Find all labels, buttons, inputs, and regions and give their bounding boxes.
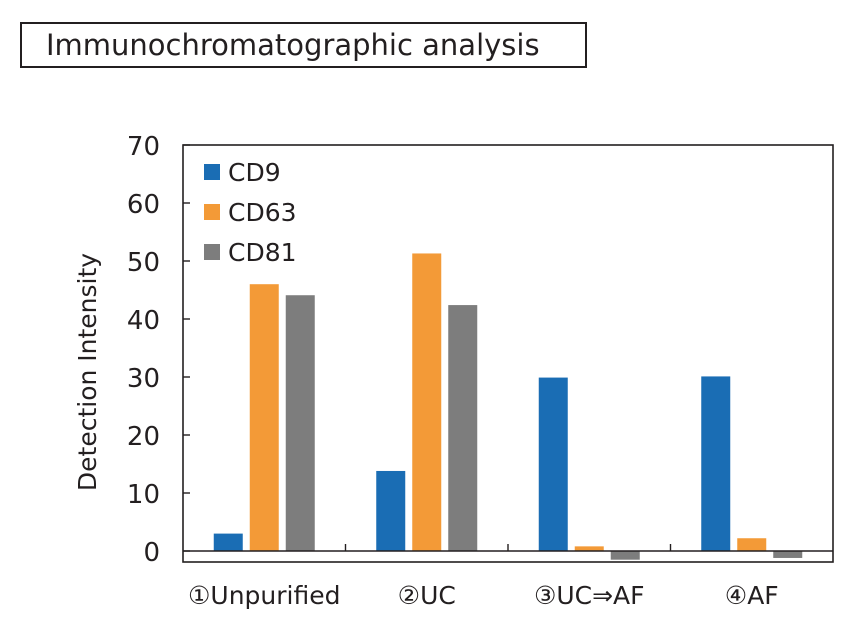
x-category-label: ③UC⇒AF [534,581,645,610]
y-tick-label: 70 [127,132,160,162]
bar-cd63-2 [412,253,442,551]
y-tick-label: 20 [127,422,160,452]
legend-label-cd63: CD63 [228,198,297,227]
bar-cd63-1 [249,284,279,551]
bar-cd9-1 [213,533,243,551]
y-tick-label: 60 [127,190,160,220]
x-category-label: ④AF [725,581,779,610]
legend-swatch-cd81 [204,244,220,260]
y-tick-label: 0 [143,538,160,568]
y-tick-label: 10 [127,480,160,510]
legend-swatch-cd63 [204,204,220,220]
y-tick-label: 50 [127,248,160,278]
y-tick-label: 30 [127,364,160,394]
chart-title: Immunochromatographic analysis [46,28,540,62]
bar-cd9-4 [701,376,731,551]
bar-cd81-1 [285,295,315,551]
legend-label-cd9: CD9 [228,158,281,187]
plot-area-border [182,144,834,563]
bar-cd81-3 [610,551,640,560]
y-tick-label: 40 [127,306,160,336]
bar-cd63-4 [737,538,767,551]
bar-cd9-2 [376,470,406,551]
bar-cd81-2 [448,305,478,551]
bar-cd63-3 [574,546,604,551]
x-category-label: ①Unpurified [188,581,341,610]
legend-swatch-cd9 [204,164,220,180]
bar-cd9-3 [538,377,568,551]
chart-title-box: Immunochromatographic analysis [20,22,587,68]
bar-cd81-4 [773,551,803,558]
legend-label-cd81: CD81 [228,238,297,267]
x-category-label: ②UC [398,581,456,610]
y-axis-title: Detection Intensity [73,253,102,491]
